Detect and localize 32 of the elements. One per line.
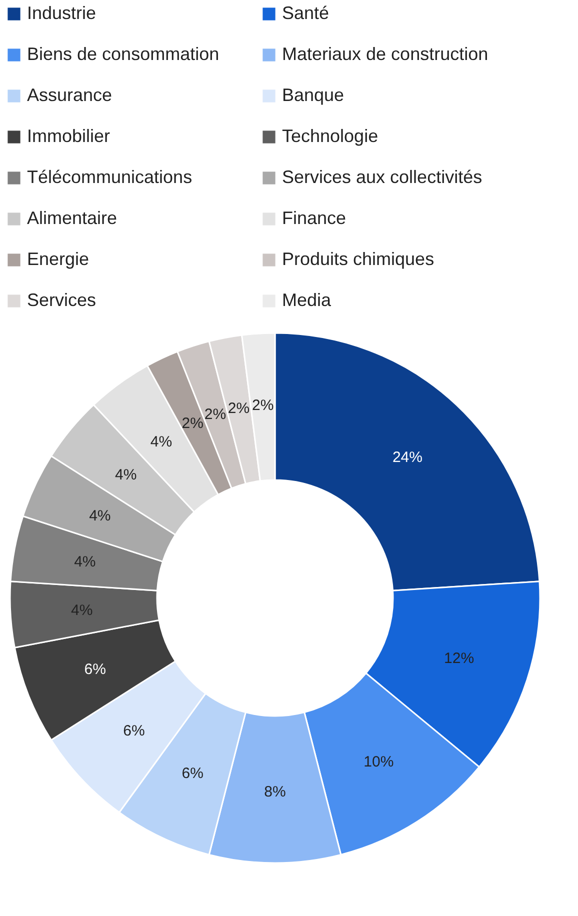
data-label: 6% <box>84 661 106 678</box>
data-label: 4% <box>74 554 96 571</box>
legend-label: Industrie <box>27 3 96 23</box>
data-label: 6% <box>123 722 145 740</box>
legend-label: Santé <box>282 3 330 23</box>
legend-label: Finance <box>282 208 346 228</box>
legend-label: Biens de consommation <box>27 44 220 64</box>
data-label: 4% <box>71 602 93 620</box>
data-label: 2% <box>252 396 274 414</box>
legend-label: Produits chimiques <box>282 249 434 269</box>
data-label: 24% <box>392 448 422 466</box>
legend-label: Technologie <box>282 126 378 146</box>
legend-label: Banque <box>282 85 344 105</box>
legend-label: Assurance <box>27 85 112 105</box>
data-label: 12% <box>444 650 474 667</box>
legend-label: Alimentaire <box>27 208 118 228</box>
legend-label: Immobilier <box>27 126 110 146</box>
data-label: 8% <box>264 784 286 800</box>
legend-label: Services <box>27 290 96 310</box>
data-label: 2% <box>182 414 204 432</box>
legend-label: Materiaux de construction <box>282 44 488 64</box>
data-label: 6% <box>182 765 204 782</box>
legend-label: Télécommunications <box>27 167 192 187</box>
data-label: 2% <box>204 406 226 423</box>
legend-label: Media <box>282 290 332 310</box>
data-label: 2% <box>228 400 250 417</box>
data-label: 4% <box>89 508 111 525</box>
legend-label: Services aux collectivités <box>282 167 482 187</box>
data-label: 4% <box>115 466 137 484</box>
legend-label: Energie <box>27 249 90 269</box>
data-label: 4% <box>150 433 172 450</box>
data-label: 10% <box>364 753 394 770</box>
